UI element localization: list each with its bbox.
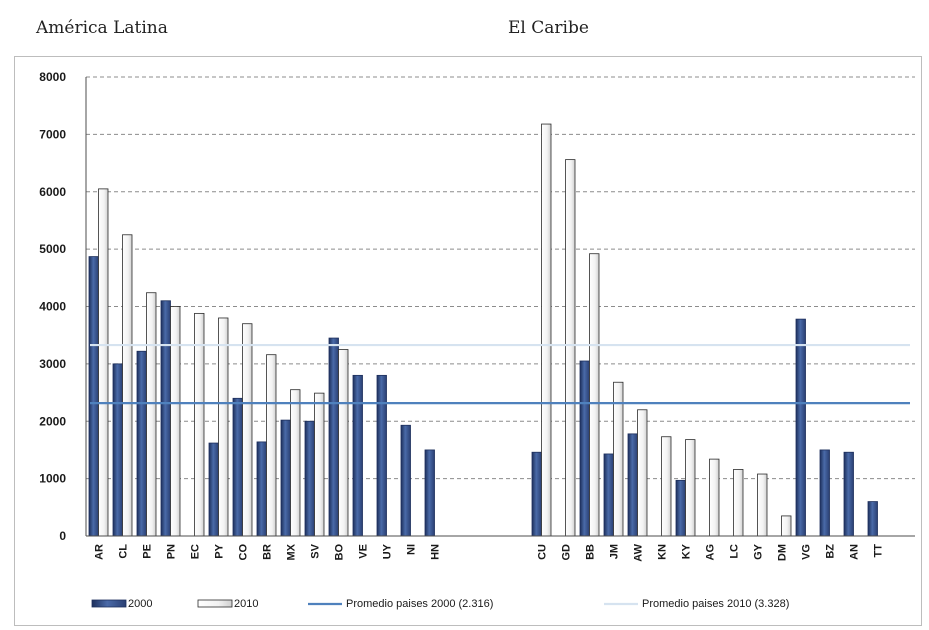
bar-2010-PY xyxy=(218,317,229,537)
y-tick-label: 2000 xyxy=(39,414,66,428)
bar-2010-EC xyxy=(194,312,205,537)
y-tick-label: 6000 xyxy=(39,185,66,199)
x-tick-label: LC xyxy=(729,544,741,559)
bar-2010-MX xyxy=(290,389,301,537)
y-tick-label: 4000 xyxy=(39,300,66,314)
bar-2000-SV xyxy=(304,420,315,537)
x-tick-label: PN xyxy=(166,544,178,559)
y-tick-label: 3000 xyxy=(39,357,66,371)
x-tick-label: PE xyxy=(142,544,154,559)
bar-2010-BR xyxy=(266,354,277,537)
y-tick-label: 1000 xyxy=(39,472,66,486)
x-tick-label: HN xyxy=(430,544,442,560)
grid-lines xyxy=(86,76,915,480)
y-tick-label: 5000 xyxy=(39,242,66,256)
bar-2010-GD xyxy=(565,159,576,537)
legend-swatch-2000 xyxy=(91,599,127,608)
bar-2010-BB xyxy=(589,253,600,537)
x-tick-label: GY xyxy=(753,543,765,560)
x-tick-label: BB xyxy=(585,544,597,560)
bars xyxy=(88,123,878,537)
legend-swatch-2010 xyxy=(197,599,233,608)
bar-2010-CL xyxy=(122,234,133,537)
average-lines xyxy=(90,343,910,405)
axes: 0 1000 2000 3000 4000 5000 6000 7000 8000 AR CL PE P… xyxy=(39,70,915,562)
legend-label-avg-2010: Promedio paises 2010 (3.328) xyxy=(642,598,789,610)
bar-2000-CU xyxy=(531,451,542,537)
legend-label-avg-2000: Promedio paises 2000 (2.316) xyxy=(346,598,493,610)
bar-2010-CO xyxy=(242,323,253,537)
bar-2010-KY xyxy=(685,439,696,537)
x-tick-label: GD xyxy=(561,544,573,561)
bar-2000-CL xyxy=(112,363,123,537)
bar-2010-KN xyxy=(661,436,672,537)
x-tick-label: BR xyxy=(262,544,274,560)
x-tick-label: JM xyxy=(609,544,621,559)
bar-2000-HN xyxy=(424,449,435,537)
y-tick-label: 7000 xyxy=(39,127,66,141)
legend-label-2000: 2000 xyxy=(128,598,152,610)
panel-title-latin-america: América Latina xyxy=(36,18,168,38)
bar-2010-JM xyxy=(613,381,624,537)
bar-2000-MX xyxy=(280,419,291,537)
bar-2000-AN xyxy=(843,451,854,537)
x-tick-label: DM xyxy=(777,544,789,561)
x-tick-label: UY xyxy=(382,543,394,559)
legend-label-2010: 2010 xyxy=(234,598,258,610)
bar-2000-VG xyxy=(795,318,806,537)
x-tick-label: KY xyxy=(681,543,693,559)
x-tick-label: PY xyxy=(214,543,226,558)
panel-title-caribbean: El Caribe xyxy=(508,18,589,38)
bar-2010-DM xyxy=(781,515,792,537)
bar-2010-GY xyxy=(757,473,768,537)
chart-frame xyxy=(14,56,922,626)
bar-2000-BB xyxy=(579,360,590,537)
legend: 2000 2010 Promedio paises 2000 (2.316) Prom… xyxy=(91,598,789,610)
bar-2010-AR xyxy=(98,188,109,537)
x-tick-label: NI xyxy=(406,544,418,555)
x-tick-label: AR xyxy=(94,544,106,560)
bar-2010-PE xyxy=(146,292,157,537)
x-tick-label: CU xyxy=(537,544,549,560)
bar-2010-SV xyxy=(314,392,325,537)
y-tick-label: 0 xyxy=(59,529,66,543)
bar-2000-UY xyxy=(376,374,387,537)
bar-2000-JM xyxy=(603,453,614,537)
bar-2000-NI xyxy=(400,424,411,537)
bar-2010-CU xyxy=(541,123,552,537)
y-tick-label: 8000 xyxy=(39,70,66,84)
bar-2000-PN xyxy=(160,300,171,537)
bar-2010-LC xyxy=(733,469,744,537)
x-tick-label: VG xyxy=(801,544,813,560)
bar-2000-BR xyxy=(256,441,267,537)
bar-2000-BZ xyxy=(819,449,830,537)
bar-2000-CO xyxy=(232,397,243,537)
x-tick-label: BZ xyxy=(825,544,837,559)
x-tick-label: AW xyxy=(633,543,645,561)
bar-2000-PE xyxy=(136,350,147,537)
x-tick-label: AG xyxy=(705,544,717,561)
x-tick-label: TT xyxy=(873,544,885,558)
x-tick-label: MX xyxy=(286,543,298,560)
bar-2010-AW xyxy=(637,409,648,537)
bar-2010-BO xyxy=(338,349,349,537)
x-tick-label: SV xyxy=(310,543,322,558)
bar-2010-PN xyxy=(170,306,181,537)
bar-2000-PY xyxy=(208,442,219,537)
bar-2000-AW xyxy=(627,433,638,537)
x-tick-label: AN xyxy=(849,544,861,560)
x-tick-label: CL xyxy=(118,544,130,559)
bar-2000-VE xyxy=(352,374,363,537)
x-tick-label: VE xyxy=(358,544,370,559)
x-tick-label: KN xyxy=(657,544,669,560)
x-tick-label: EC xyxy=(190,544,202,559)
bar-2000-TT xyxy=(867,501,878,537)
x-tick-label: CO xyxy=(238,544,250,561)
bar-2000-BO xyxy=(328,337,339,537)
bar-2010-AG xyxy=(709,458,720,537)
bar-2000-AR xyxy=(88,256,99,537)
x-tick-label: BO xyxy=(334,544,346,561)
bar-2000-KY xyxy=(675,479,686,537)
